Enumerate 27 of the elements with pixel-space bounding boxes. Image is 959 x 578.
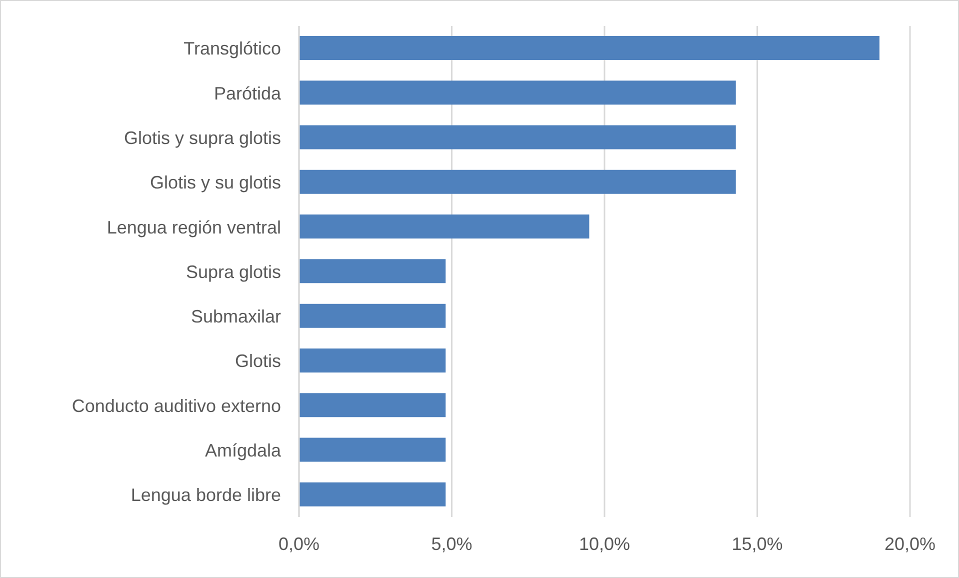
bar — [299, 304, 446, 328]
bar — [299, 170, 736, 194]
y-tick-label: Submaxilar — [190, 306, 281, 327]
bar — [299, 393, 446, 418]
bar — [299, 259, 446, 284]
bar — [299, 438, 446, 462]
y-tick-label: Lengua región ventral — [106, 217, 281, 238]
y-tick-label: Glotis y supra glotis — [124, 128, 281, 148]
y-tick-label: Parótida — [214, 83, 282, 104]
bar — [299, 348, 446, 372]
x-tick-label: 0,0% — [278, 534, 320, 554]
bar — [299, 36, 880, 60]
y-tick-label: Supra glotis — [186, 262, 281, 282]
bar — [299, 80, 736, 105]
y-tick-label: Glotis — [234, 351, 281, 372]
x-tick-label: 20,0% — [884, 534, 936, 554]
bar — [299, 482, 446, 506]
y-tick-label: Lengua borde libre — [130, 485, 281, 506]
y-tick-label: Glotis y su glotis — [150, 172, 281, 193]
y-tick-label: Amígdala — [204, 440, 282, 460]
bar — [299, 125, 736, 150]
y-tick-label: Transglótico — [184, 38, 281, 59]
x-tick-label: 15,0% — [732, 534, 783, 554]
x-tick-label: 10,0% — [578, 534, 630, 554]
y-tick-label: Conducto auditivo externo — [72, 396, 281, 416]
bar — [299, 214, 590, 239]
x-tick-label: 5,0% — [431, 534, 472, 554]
